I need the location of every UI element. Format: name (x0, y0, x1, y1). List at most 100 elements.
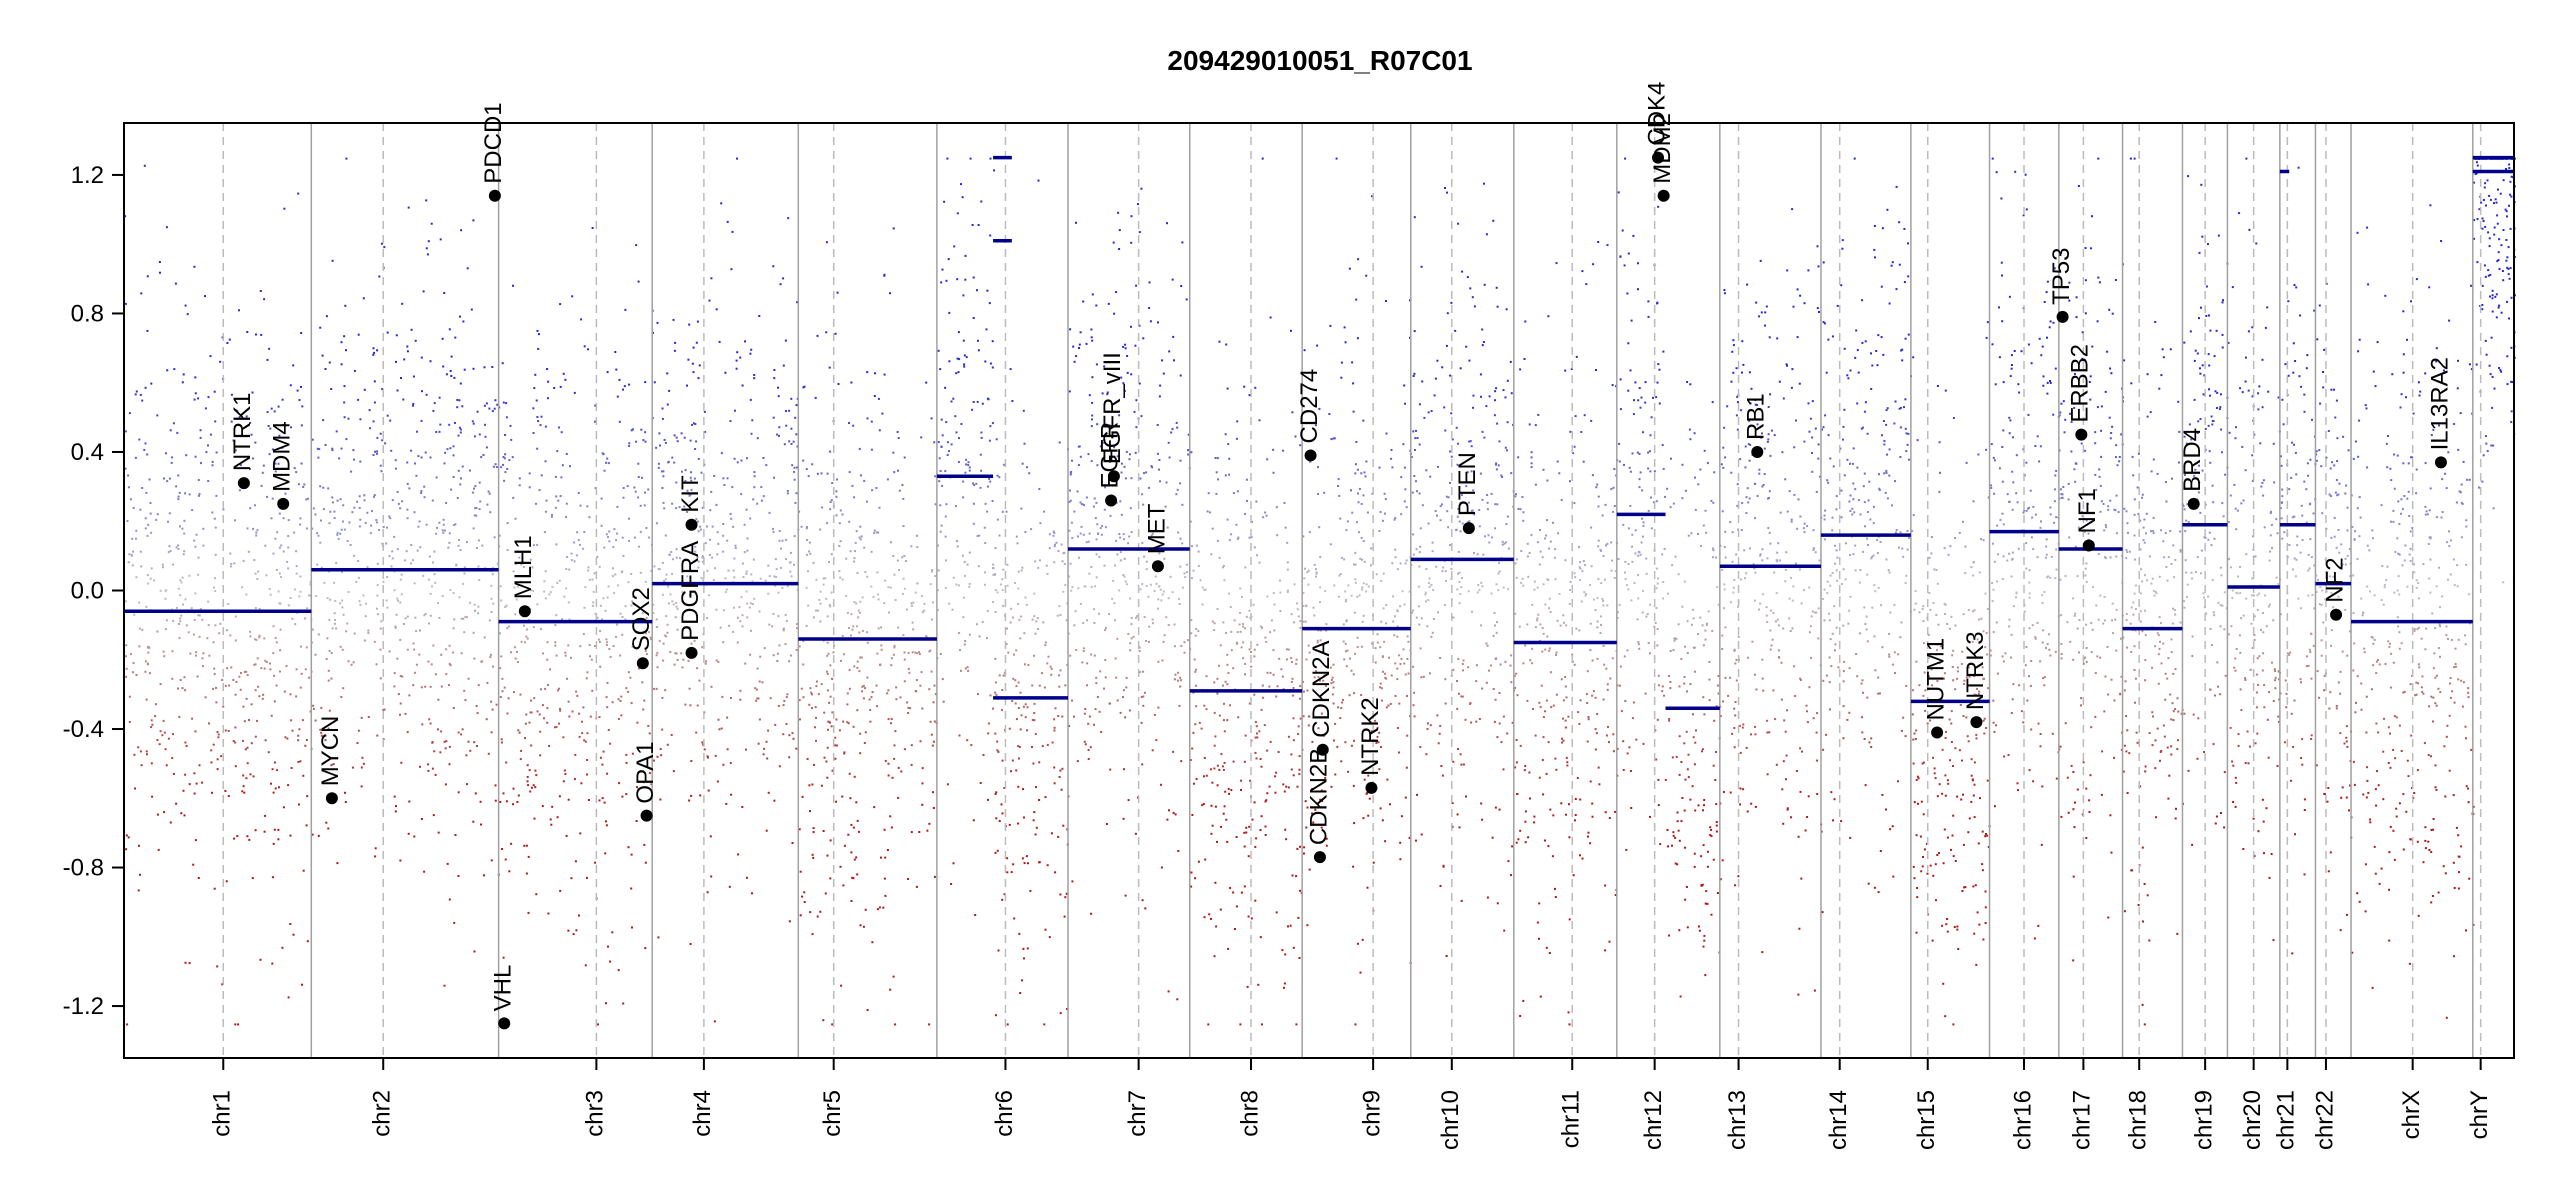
probe-point (459, 315, 461, 318)
probe-point (172, 620, 175, 623)
probe-point (636, 721, 639, 724)
probe-point (1464, 718, 1467, 721)
probe-point (1610, 541, 1613, 544)
probe-point (221, 983, 224, 986)
probe-point (759, 655, 762, 658)
probe-point (555, 726, 558, 728)
probe-point (820, 683, 823, 686)
probe-point (955, 431, 958, 434)
probe-point (1495, 387, 1498, 390)
probe-point (549, 668, 552, 671)
probe-point (1451, 438, 1454, 441)
probe-point (1502, 715, 1505, 718)
probe-point (1614, 810, 1617, 813)
probe-point (536, 329, 539, 332)
probe-point (1106, 393, 1109, 396)
probe-point (736, 351, 739, 354)
probe-point (1560, 678, 1563, 681)
probe-point (1027, 862, 1029, 865)
probe-point (1298, 768, 1301, 771)
probe-point (202, 527, 205, 530)
probe-point (964, 471, 967, 474)
probe-point (1662, 350, 1665, 353)
probe-point (213, 390, 216, 393)
probe-point (184, 304, 187, 307)
probe-point (1317, 493, 1320, 495)
probe-point (374, 855, 377, 858)
probe-point (994, 573, 997, 576)
probe-point (514, 517, 517, 520)
probe-point (375, 521, 378, 524)
probe-point (158, 261, 161, 263)
probe-point (1481, 430, 1484, 433)
probe-point (848, 627, 850, 629)
probe-point (745, 572, 748, 575)
probe-point (1247, 915, 1250, 918)
probe-point (1429, 724, 1432, 727)
probe-point (229, 552, 232, 555)
probe-point (1560, 499, 1563, 501)
probe-point (418, 520, 421, 523)
probe-point (347, 591, 350, 593)
probe-point (277, 838, 280, 841)
probe-point (1496, 422, 1499, 425)
probe-point (287, 996, 290, 999)
probe-point (1073, 510, 1076, 513)
probe-point (944, 586, 947, 589)
probe-point (327, 827, 330, 830)
probe-point (565, 502, 568, 505)
probe-point (1143, 555, 1146, 558)
probe-point (839, 576, 842, 579)
probe-point (591, 689, 594, 692)
probe-point (1302, 715, 1305, 718)
probe-point (201, 781, 204, 784)
probe-point (763, 747, 766, 750)
probe-point (512, 570, 515, 573)
probe-point (234, 408, 237, 411)
probe-point (1015, 535, 1018, 538)
probe-point (993, 169, 996, 172)
probe-point (1642, 524, 1645, 527)
probe-point (1340, 376, 1343, 379)
probe-point (1465, 345, 1468, 348)
probe-point (1408, 590, 1411, 593)
probe-point (1604, 503, 1607, 506)
probe-point (513, 586, 516, 589)
probe-point (1299, 444, 1302, 447)
probe-point (657, 936, 660, 939)
probe-point (1361, 620, 1364, 623)
probe-point (1118, 414, 1121, 417)
probe-point (785, 696, 788, 699)
probe-point (435, 532, 438, 535)
probe-point (517, 794, 520, 797)
probe-point (850, 613, 853, 616)
probe-point (619, 612, 622, 615)
probe-point (238, 489, 241, 492)
probe-point (427, 240, 430, 243)
probe-point (214, 577, 216, 580)
probe-point (1302, 591, 1305, 594)
probe-point (898, 569, 900, 572)
probe-point (1292, 694, 1294, 697)
probe-point (627, 581, 630, 584)
probe-point (788, 920, 791, 923)
probe-point (1260, 1023, 1263, 1026)
probe-point (786, 489, 789, 492)
probe-point (1260, 765, 1263, 768)
probe-point (1624, 157, 1627, 160)
probe-point (342, 613, 345, 616)
probe-point (1116, 455, 1119, 458)
probe-point (349, 544, 352, 546)
probe-point (941, 434, 944, 437)
probe-point (1082, 622, 1085, 625)
probe-point (981, 402, 984, 405)
probe-point (762, 753, 765, 756)
probe-point (937, 349, 940, 352)
probe-point (809, 552, 812, 555)
probe-point (492, 602, 495, 605)
probe-point (1105, 823, 1108, 825)
probe-point (705, 660, 708, 663)
probe-point (1605, 544, 1607, 547)
probe-point (800, 687, 803, 690)
probe-point (1432, 618, 1435, 620)
